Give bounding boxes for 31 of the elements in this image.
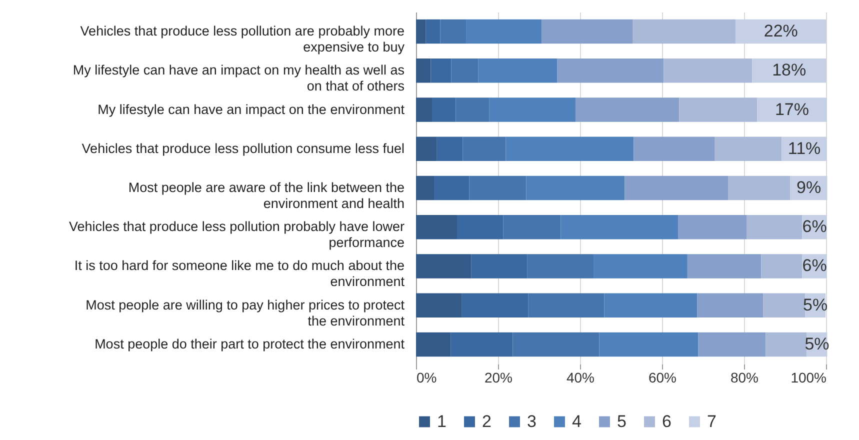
data-label: 9%: [796, 178, 822, 197]
legend-label: 5: [617, 412, 626, 431]
y-tick-label: Vehicles that produce less pollution are probably more expensive to buy: [80, 24, 405, 55]
data-label: 18%: [772, 60, 806, 80]
y-tick-label: Most people are willing to pay higher prices to protect the environment: [86, 297, 405, 328]
x-tick-label: 80%: [730, 370, 759, 386]
y-tick-label: Vehicles that produce less pollution consume less fuel: [82, 140, 404, 156]
data-label: 11%: [788, 138, 821, 158]
y-tick-label: My lifestyle can have an impact on my health as well as on that of others: [72, 62, 405, 94]
y-tick-label: Vehicles that produce less pollution probably have lower performance: [69, 219, 405, 250]
y-tick-label: My lifestyle can have an impact on the environment: [98, 102, 405, 117]
legend-label: 7: [707, 412, 716, 431]
data-label: 6%: [802, 217, 827, 236]
legend-label: 4: [572, 412, 582, 431]
legend-label: 6: [662, 412, 672, 431]
data-label: 6%: [802, 256, 827, 276]
y-tick-label: It is too hard for someone like me to do much about the environment: [74, 258, 405, 290]
x-tick-label: 60%: [648, 370, 677, 386]
data-label: 17%: [774, 100, 809, 119]
data-label: 5%: [804, 334, 830, 354]
x-tick-label: 100%: [790, 370, 826, 386]
x-tick-label: 40%: [566, 370, 595, 386]
legend-label: 3: [527, 412, 536, 431]
legend-label: 1: [437, 412, 446, 431]
data-label: 22%: [764, 22, 798, 41]
data-label: 5%: [803, 295, 828, 314]
x-tick-label: 20%: [484, 370, 513, 386]
y-tick-label: Most people are aware of the link between the environment and health: [128, 180, 404, 211]
y-tick-label: Most people do their part to protect the environment: [94, 336, 405, 352]
x-tick-label: 0%: [416, 370, 437, 386]
legend-label: 2: [482, 412, 492, 431]
